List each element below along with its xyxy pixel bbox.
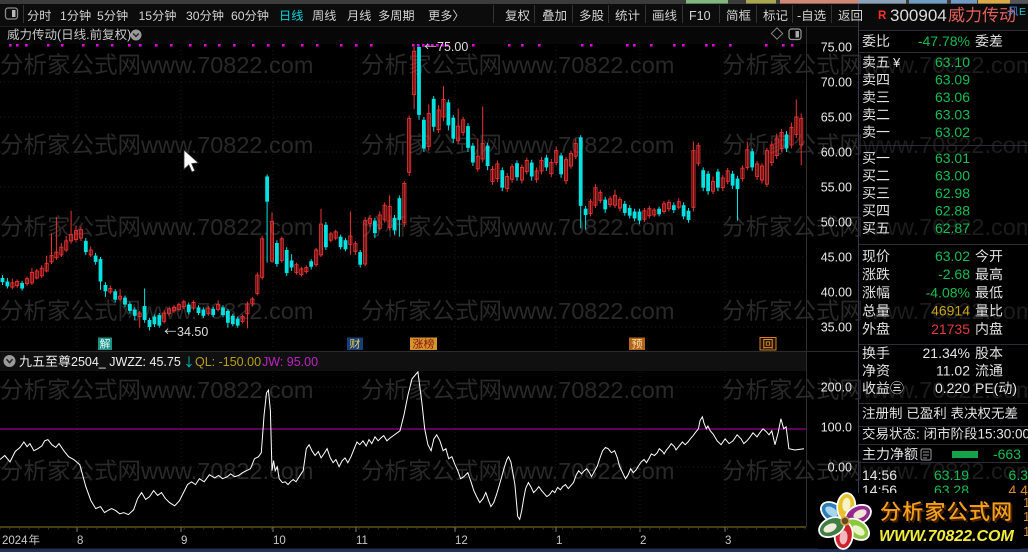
svg-text:10: 10: [273, 535, 286, 547]
svg-text:34.50: 34.50: [177, 325, 208, 339]
svg-text:60: 60: [231, 9, 245, 23]
svg-text:46914: 46914: [931, 303, 970, 319]
svg-text:5: 5: [97, 9, 104, 23]
svg-text:65.00: 65.00: [821, 111, 852, 125]
svg-text:6.3: 6.3: [1009, 467, 1028, 483]
svg-text:2: 2: [640, 535, 646, 547]
svg-text:WWW.70822.COM: WWW.70822.COM: [879, 528, 1015, 545]
svg-text:62.87: 62.87: [935, 220, 970, 236]
svg-text:F10: F10: [689, 9, 711, 23]
svg-text:60.00: 60.00: [821, 146, 852, 160]
svg-text:PE(: PE(: [975, 380, 999, 396]
svg-text:63.01: 63.01: [935, 150, 970, 166]
svg-text:63.06: 63.06: [935, 89, 970, 105]
svg-text:-4.08%: -4.08%: [926, 284, 970, 300]
svg-text:63.02: 63.02: [935, 124, 970, 140]
svg-text:40.00: 40.00: [821, 286, 852, 300]
svg-text:62.88: 62.88: [935, 203, 970, 219]
svg-text:14:56: 14:56: [862, 467, 897, 483]
svg-text:1: 1: [1023, 509, 1028, 524]
svg-text:70.00: 70.00: [821, 76, 852, 90]
svg-text:1: 1: [556, 535, 562, 547]
svg-text::: :: [916, 427, 920, 442]
svg-text:11.02: 11.02: [936, 363, 970, 379]
svg-text:-2.68: -2.68: [938, 266, 970, 282]
svg-text:63.03: 63.03: [935, 107, 970, 123]
svg-text:(: (: [57, 28, 62, 42]
svg-text:3: 3: [725, 535, 731, 547]
svg-text:2024: 2024: [2, 535, 28, 547]
svg-text:.: .: [86, 28, 89, 42]
svg-text:62.98: 62.98: [935, 185, 970, 201]
svg-text:30: 30: [186, 9, 200, 23]
svg-text:63.09: 63.09: [935, 72, 970, 88]
svg-text:55.00: 55.00: [821, 181, 852, 195]
svg-text:200.0: 200.0: [821, 381, 852, 395]
svg-text:15:30:00: 15:30:00: [978, 427, 1028, 442]
svg-text:1: 1: [60, 9, 67, 23]
svg-text:63.02: 63.02: [935, 248, 970, 264]
svg-text:75.00: 75.00: [821, 41, 852, 55]
svg-text:8: 8: [77, 535, 83, 547]
svg-text:63.00: 63.00: [935, 168, 970, 184]
svg-text:R: R: [878, 10, 887, 22]
svg-text:35.00: 35.00: [821, 321, 852, 335]
svg-text:75.00: 75.00: [437, 40, 468, 54]
svg-text:63.10: 63.10: [935, 54, 970, 70]
svg-text:15: 15: [139, 9, 153, 23]
svg-text:¥: ¥: [892, 55, 901, 70]
svg-text:21735: 21735: [931, 321, 970, 337]
svg-text:QL: -150.00: QL: -150.00: [195, 355, 261, 369]
svg-text:9: 9: [181, 535, 187, 547]
svg-text:0.220: 0.220: [935, 380, 970, 396]
svg-text:1: 1: [1023, 524, 1028, 539]
svg-text:): ): [127, 28, 131, 42]
svg-text:E: E: [1019, 6, 1026, 18]
svg-text:-663: -663: [993, 446, 1021, 462]
svg-text:-: -: [797, 9, 801, 23]
svg-text:11: 11: [356, 535, 368, 547]
svg-text:63.19: 63.19: [934, 467, 969, 483]
svg-text:): ): [1012, 380, 1017, 396]
svg-text:21.34%: 21.34%: [923, 345, 970, 361]
svg-text:JW: 95.00: JW: 95.00: [262, 355, 318, 369]
svg-text:-47.78%: -47.78%: [918, 33, 970, 49]
svg-text:12: 12: [455, 535, 468, 547]
svg-text:1: 1: [1023, 495, 1028, 510]
svg-text:2504_ JWZZ: 45.75: 2504_ JWZZ: 45.75: [71, 355, 181, 369]
svg-text:100.0: 100.0: [821, 421, 852, 435]
svg-text:0.00: 0.00: [828, 461, 852, 475]
svg-text:300904: 300904: [890, 6, 947, 25]
svg-text:45.00: 45.00: [821, 251, 852, 265]
svg-text:50.00: 50.00: [821, 216, 852, 230]
